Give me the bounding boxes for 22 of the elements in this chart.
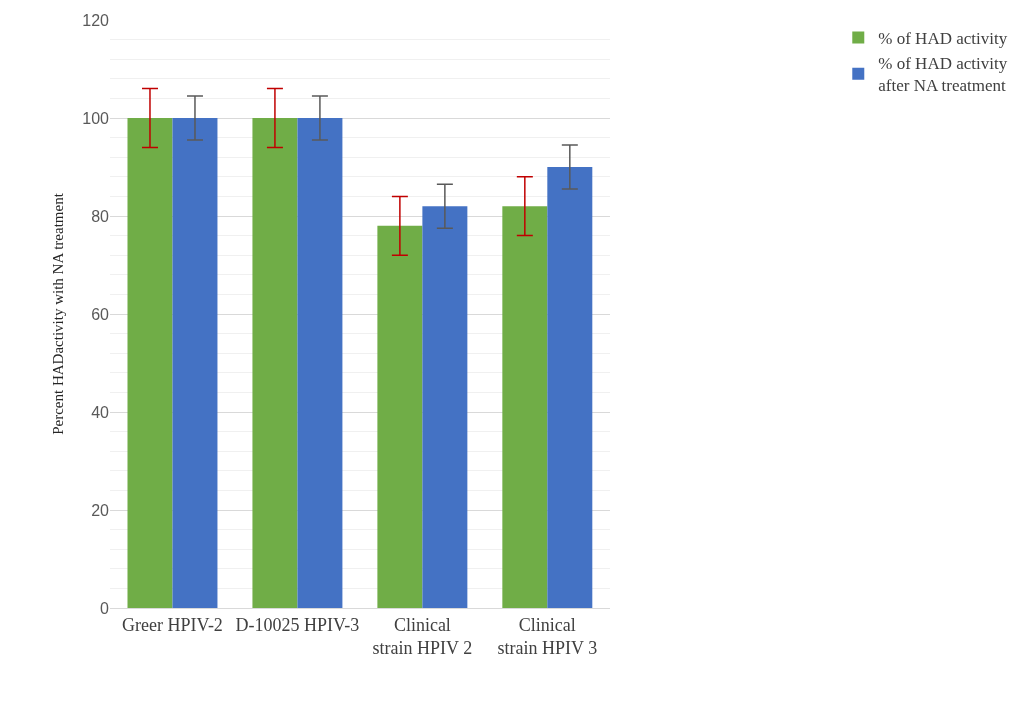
bar [252, 118, 298, 608]
bar [547, 167, 593, 608]
x-tick-label: Clinical strain HPIV 2 [372, 614, 473, 658]
x-tick-label: Greer HPIV-2 [122, 614, 223, 635]
x-tick-label: Clinical strain HPIV 3 [497, 614, 598, 658]
bar [377, 225, 423, 608]
bar [297, 118, 343, 608]
bar [127, 118, 173, 608]
y-tick-label: 20 [91, 501, 110, 519]
bar [172, 118, 218, 608]
y-tick-label: 60 [91, 305, 110, 323]
bar [502, 206, 548, 608]
y-axis-title: Percent HADactivity with NA treatment [49, 192, 66, 435]
y-tick-label: 80 [91, 207, 110, 225]
x-tick-label: D-10025 HPIV-3 [235, 614, 360, 635]
legend-label: % of HAD activity [878, 29, 1008, 49]
bar [422, 206, 468, 608]
y-tick-label: 100 [82, 109, 110, 127]
y-tick-label: 0 [100, 599, 110, 617]
y-tick-label: 120 [82, 11, 110, 29]
y-tick-label: 40 [91, 403, 110, 421]
legend-label: % of HAD activity after NA treatment [878, 54, 1008, 96]
